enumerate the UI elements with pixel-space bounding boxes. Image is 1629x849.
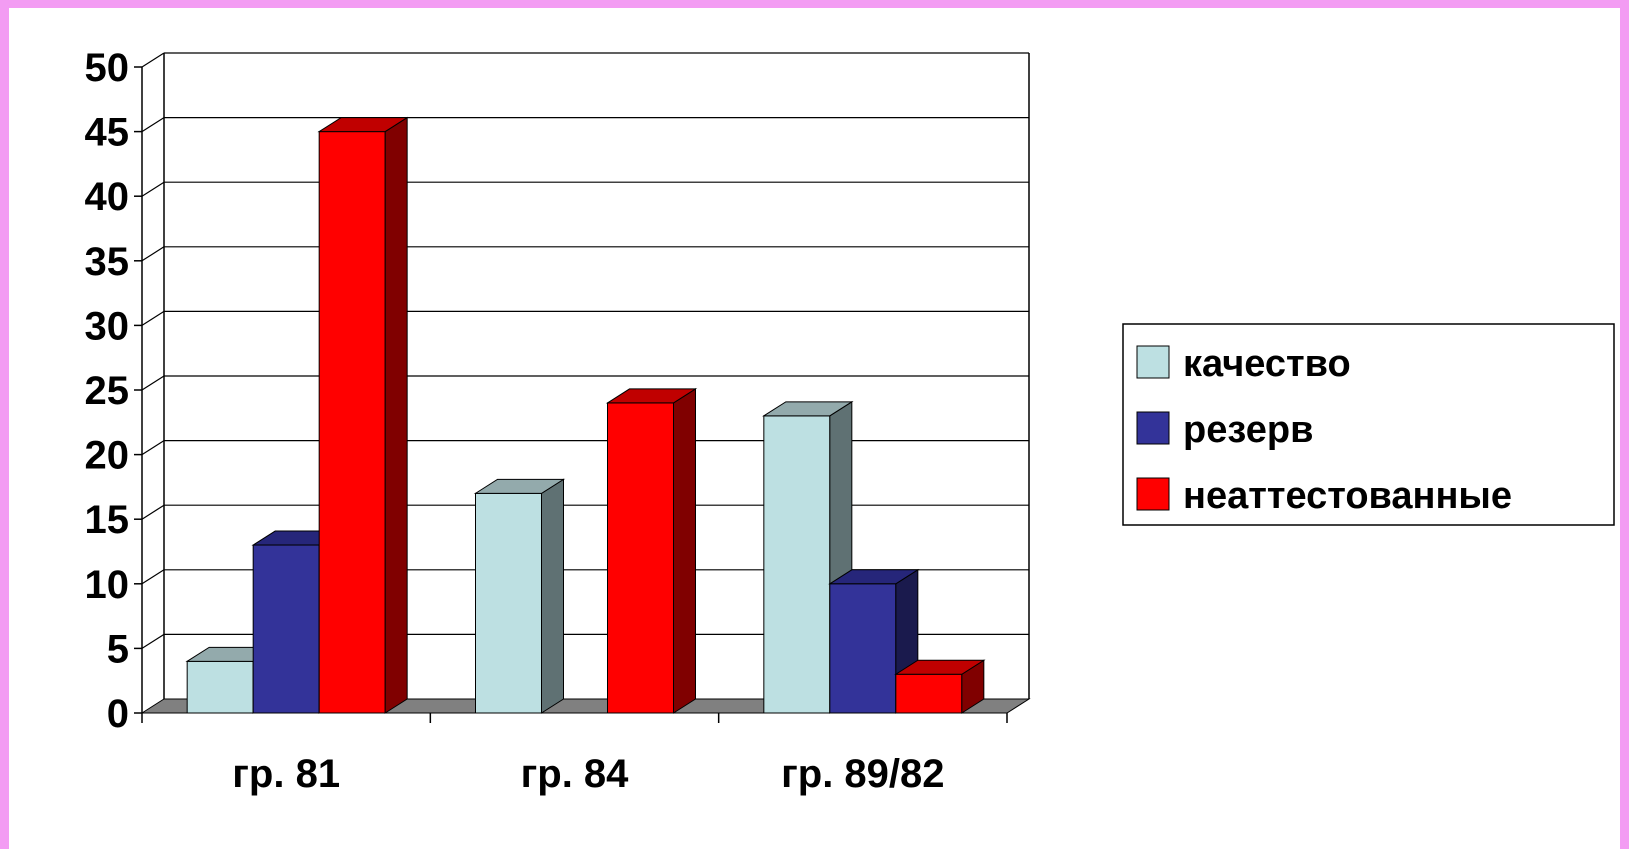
- x-category-label: гр. 89/82: [781, 752, 944, 796]
- gridline-side: [141, 52, 165, 68]
- bar-chart: 0 5 10 15 20 25 30 35 40 45 50 гр. 81 гр. 84 гр. 89/8…: [85, 46, 1615, 796]
- legend-swatch: [1136, 345, 1170, 379]
- y-tick-label: 0: [107, 692, 129, 736]
- y-tick-label: 35: [85, 240, 130, 284]
- legend-swatch: [1136, 411, 1170, 445]
- gridline-side: [141, 504, 165, 520]
- gridline-side: [141, 310, 165, 326]
- bar-front: [318, 131, 386, 714]
- bar-top: [828, 569, 920, 585]
- bar-side: [384, 116, 408, 714]
- bar-top: [317, 117, 409, 133]
- legend-box: [1122, 323, 1615, 526]
- legend-label: резерв: [1183, 409, 1313, 451]
- y-tick-label: 25: [85, 369, 130, 413]
- chart-bars: [185, 116, 986, 714]
- y-tick-label: 5: [107, 627, 129, 671]
- bar-top: [605, 388, 698, 404]
- chart-legend: качество резерв неаттестованные: [1122, 323, 1615, 526]
- gridline-side: [141, 440, 165, 456]
- y-tick-label: 20: [85, 434, 130, 478]
- bar-front: [186, 660, 254, 714]
- legend-swatch: [1136, 477, 1170, 511]
- legend-label: неаттестованные: [1183, 475, 1512, 517]
- bar-front: [763, 415, 831, 714]
- y-tick-label: 45: [85, 111, 130, 155]
- bar-front: [607, 402, 674, 714]
- gridline-side: [141, 633, 165, 649]
- bar-front: [895, 673, 963, 714]
- y-tick-label: 40: [85, 175, 130, 219]
- gridline-side: [141, 246, 165, 262]
- y-tick-label: 50: [85, 46, 130, 90]
- x-category-label: гр. 81: [232, 752, 340, 796]
- slide-canvas: 0 5 10 15 20 25 30 35 40 45 50 гр. 81 гр. 84 гр. 89/8…: [9, 8, 1620, 849]
- gridline-side: [141, 117, 165, 133]
- bar-top: [894, 659, 986, 675]
- bar-top: [762, 401, 854, 417]
- y-tick-label: 15: [85, 498, 130, 542]
- bar-front: [475, 492, 542, 714]
- gridline-side: [141, 181, 165, 197]
- x-category-label: гр. 84: [521, 752, 630, 796]
- legend-label: качество: [1183, 343, 1351, 385]
- gridline-side: [141, 375, 165, 391]
- gridline-side: [141, 569, 165, 585]
- bar-top: [473, 478, 566, 494]
- y-tick-label: 30: [85, 304, 130, 348]
- bar-front: [829, 583, 897, 714]
- y-tick-label: 10: [85, 563, 130, 607]
- bar-side: [541, 478, 564, 714]
- chart-axes: 0 5 10 15 20 25 30 35 40 45 50 гр. 81 гр. 84 гр. 89/8…: [85, 46, 1008, 796]
- bar-side: [673, 388, 696, 714]
- bar-front: [252, 544, 320, 714]
